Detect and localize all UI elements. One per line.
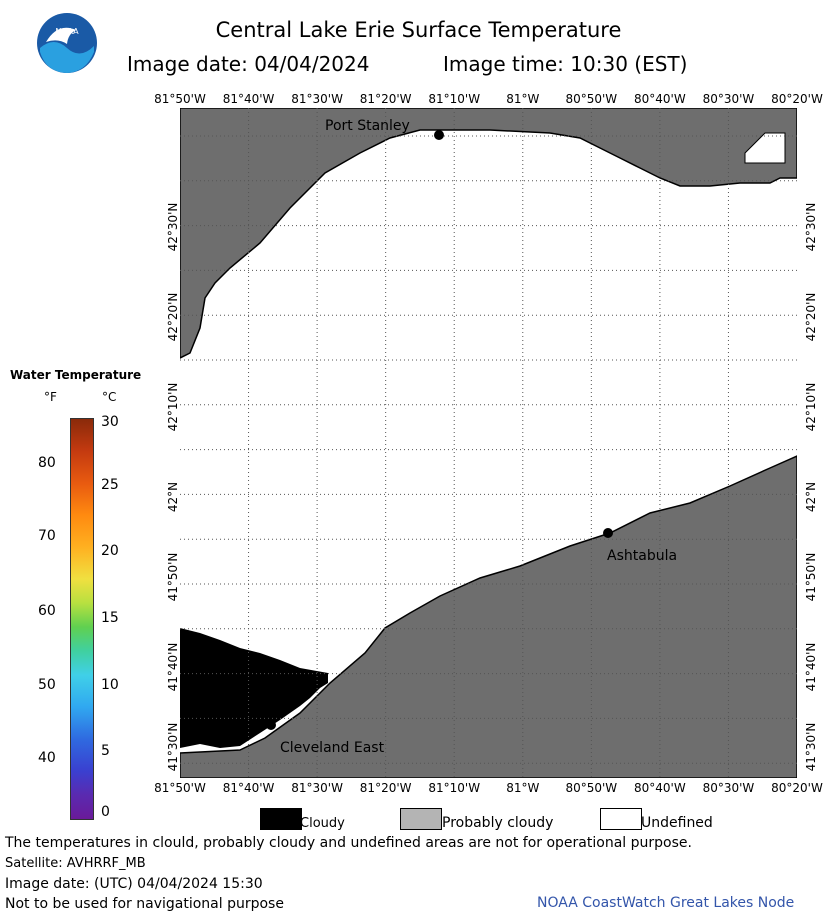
lat-label: 42°20'N — [804, 292, 818, 342]
lon-label: 80°30'W — [702, 92, 755, 106]
cleveland-east-marker — [266, 720, 276, 730]
logo-text: NOAA — [55, 27, 79, 36]
temperature-map — [179, 107, 798, 779]
north-inlet — [744, 132, 786, 164]
legend-unit-f: °F — [44, 390, 57, 404]
lat-label: 41°30'N — [166, 722, 180, 772]
key-probably-cloudy-swatch — [400, 808, 442, 830]
lat-label: 41°50'N — [166, 552, 180, 602]
key-undefined-label: Undefined — [641, 815, 713, 831]
lat-label: 42°10'N — [166, 382, 180, 432]
port-stanley-marker — [434, 130, 444, 140]
lat-label: 42°30'N — [804, 202, 818, 252]
lon-label: 81°30'W — [291, 92, 343, 106]
lon-label: 81°20'W — [359, 92, 412, 106]
lat-label: 42°N — [166, 481, 180, 513]
graticule — [180, 108, 797, 778]
lat-label: 41°40'N — [804, 642, 818, 692]
north-shore-land — [179, 107, 798, 360]
temperature-color-bar — [70, 418, 94, 820]
legend-c-tick: 25 — [101, 477, 119, 493]
legend-f-tick: 70 — [38, 528, 56, 544]
legend-title: Water Temperature — [10, 368, 142, 382]
footer-satellite: Satellite: AVHRRF_MB — [5, 856, 146, 871]
lat-label: 42°30'N — [166, 202, 180, 252]
lon-label: 81°W — [506, 781, 540, 795]
legend-f-tick: 50 — [38, 677, 56, 693]
place-ashtabula: Ashtabula — [607, 548, 678, 564]
lon-label: 81°40'W — [222, 781, 275, 795]
footer-nav-warning: Not to be used for navigational purpose — [5, 896, 284, 912]
lon-label: 81°50'W — [154, 92, 206, 106]
lat-label: 42°N — [804, 481, 818, 513]
lon-label: 81°W — [506, 92, 540, 106]
key-cloudy-label: Cloudy — [300, 816, 345, 831]
legend-c-tick: 0 — [101, 804, 110, 820]
legend-f-tick: 60 — [38, 603, 56, 619]
key-cloudy-swatch — [260, 808, 302, 830]
lon-label: 80°20'W — [771, 92, 823, 106]
legend-f-tick: 40 — [38, 750, 56, 766]
lon-label: 80°50'W — [565, 92, 618, 106]
lon-label: 81°40'W — [222, 92, 275, 106]
place-cleveland-east: Cleveland East — [280, 740, 385, 756]
legend-c-tick: 20 — [101, 543, 119, 559]
lon-label: 81°10'W — [428, 781, 481, 795]
lon-label: 80°40'W — [634, 781, 686, 795]
key-probably-cloudy-label: Probably cloudy — [442, 815, 554, 831]
image-date: Image date: 04/04/2024 — [127, 52, 370, 76]
lon-label: 81°10'W — [428, 92, 481, 106]
legend-c-tick: 30 — [101, 414, 119, 430]
lon-label: 81°30'W — [291, 781, 343, 795]
noaa-logo: NOAA — [36, 12, 98, 74]
lon-label: 80°30'W — [702, 781, 755, 795]
legend-c-tick: 15 — [101, 610, 119, 626]
legend-f-tick: 80 — [38, 455, 56, 471]
lat-label: 41°40'N — [166, 642, 180, 692]
footer-utc-date: Image date: (UTC) 04/04/2024 15:30 — [5, 876, 263, 892]
lon-label: 81°50'W — [154, 781, 206, 795]
key-undefined-swatch — [600, 808, 642, 830]
south-shore-land — [179, 454, 798, 779]
footer-credit: NOAA CoastWatch Great Lakes Node — [537, 895, 795, 911]
lat-label: 42°20'N — [166, 292, 180, 342]
page-title: Central Lake Erie Surface Temperature — [215, 18, 622, 42]
footer-note: The temperatures in clould, probably clo… — [5, 835, 692, 851]
lon-label: 80°40'W — [634, 92, 686, 106]
legend-unit-c: °C — [102, 390, 117, 404]
lat-label: 42°10'N — [804, 382, 818, 432]
map-svg — [179, 107, 798, 779]
image-time: Image time: 10:30 (EST) — [443, 52, 688, 76]
place-port-stanley: Port Stanley — [325, 118, 410, 134]
legend-c-tick: 10 — [101, 677, 119, 693]
lon-label: 80°50'W — [565, 781, 618, 795]
legend-c-tick: 5 — [101, 743, 110, 759]
lon-label: 80°20'W — [771, 781, 823, 795]
ashtabula-marker — [603, 528, 613, 538]
lat-label: 41°50'N — [804, 552, 818, 602]
lat-label: 41°30'N — [804, 722, 818, 772]
lon-label: 81°20'W — [359, 781, 412, 795]
